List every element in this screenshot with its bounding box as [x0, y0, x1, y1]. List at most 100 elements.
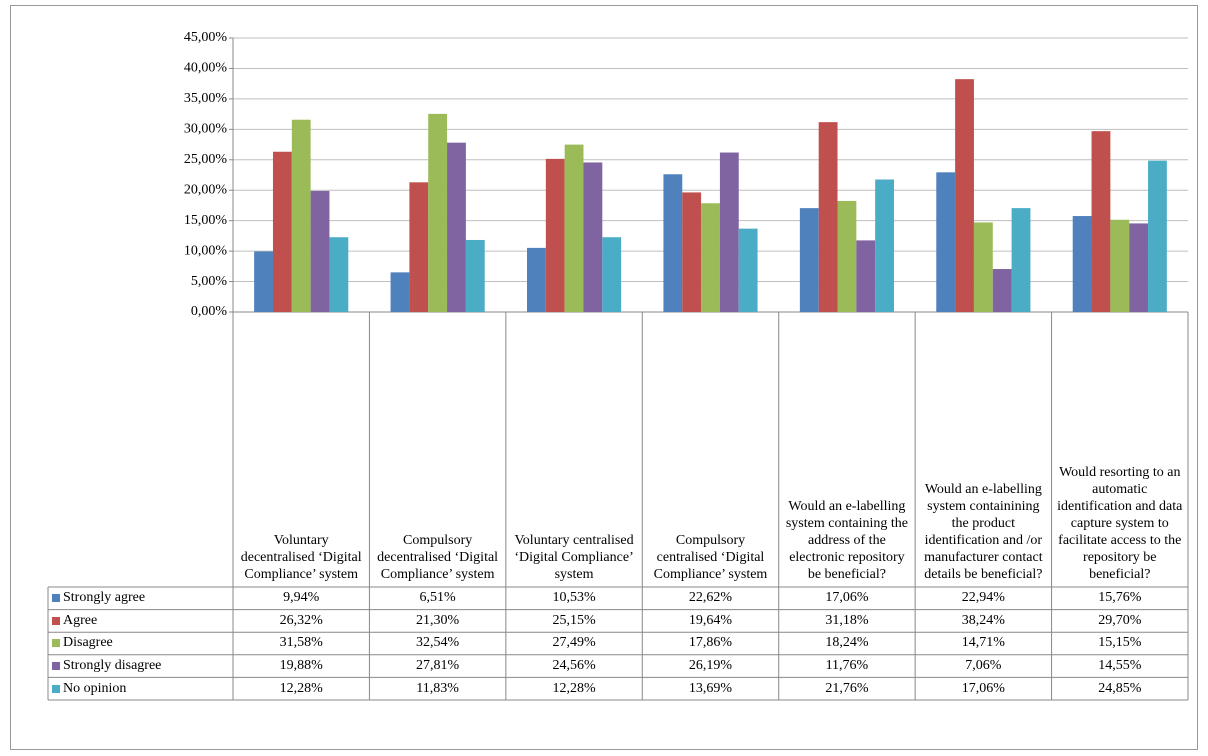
bar	[428, 113, 448, 312]
table-value: 15,15%	[1098, 635, 1142, 651]
category-label: Would resorting to an automatic identifi…	[1057, 465, 1183, 582]
chart-border	[10, 5, 1198, 750]
bar	[1072, 216, 1092, 312]
table-value: 17,86%	[688, 635, 733, 651]
legend-label: No opinion	[63, 680, 127, 696]
table-value: 12,28%	[279, 680, 323, 696]
bar	[329, 237, 349, 312]
y-tick-label: 10,00%	[184, 243, 228, 258]
table-value: 25,15%	[552, 612, 596, 628]
bar	[818, 122, 838, 313]
table-value: 24,85%	[1098, 680, 1142, 696]
table-value: 21,30%	[416, 612, 460, 628]
table-value: 27,49%	[552, 635, 596, 651]
table-value: 13,69%	[688, 680, 733, 696]
legend-entry: No opinion	[48, 677, 233, 700]
bar	[1011, 208, 1031, 312]
table-value: 14,55%	[1098, 658, 1142, 674]
bar	[409, 182, 429, 312]
legend-swatch	[52, 639, 60, 648]
category-label: Voluntary centralised ‘Digital Complianc…	[514, 533, 634, 582]
category-label: Compulsory centralised ‘Digital Complian…	[653, 533, 768, 582]
table-value: 24,56%	[552, 658, 596, 674]
bar	[465, 239, 485, 312]
legend-entry: Strongly disagree	[48, 655, 233, 678]
bar	[310, 190, 330, 312]
bar	[719, 152, 739, 312]
y-tick-label: 5,00%	[191, 274, 228, 289]
legend-entry: Strongly agree	[48, 587, 233, 610]
legend-entry: Agree	[48, 610, 233, 633]
table-value: 26,19%	[688, 658, 733, 674]
table-value: 19,88%	[279, 658, 323, 674]
table-value: 38,24%	[961, 612, 1005, 628]
bar	[1110, 219, 1130, 312]
bar	[663, 174, 683, 312]
table-value: 11,83%	[416, 680, 459, 696]
bar	[602, 237, 622, 312]
y-tick-label: 45,00%	[184, 30, 228, 45]
table-value: 19,64%	[688, 612, 733, 628]
table-value: 22,62%	[688, 590, 733, 606]
bar	[992, 269, 1012, 312]
bar	[1129, 223, 1149, 312]
category-label: Would an e-labelling system containing t…	[785, 499, 908, 582]
bar	[1148, 160, 1167, 312]
bar	[390, 272, 410, 312]
bar	[527, 247, 546, 312]
table-value: 17,06%	[825, 590, 869, 606]
bar	[583, 162, 603, 312]
bar	[254, 251, 273, 312]
y-tick-label: 20,00%	[184, 182, 228, 197]
table-value: 14,71%	[961, 635, 1005, 651]
legend-swatch	[52, 616, 60, 625]
bar	[738, 228, 758, 312]
table-value: 6,51%	[419, 590, 456, 606]
table-value: 21,76%	[825, 680, 869, 696]
bar	[1091, 131, 1111, 312]
category-label: Voluntary decentralised ‘Digital Complia…	[240, 533, 362, 582]
bar	[955, 79, 974, 312]
legend-label: Strongly disagree	[63, 658, 162, 674]
legend-label: Strongly agree	[63, 590, 146, 606]
bar	[936, 172, 956, 312]
legend-swatch	[52, 684, 60, 693]
legend-label: Agree	[63, 612, 98, 628]
legend-entry: Disagree	[48, 632, 233, 655]
table-value: 12,28%	[552, 680, 596, 696]
y-tick-label: 35,00%	[184, 91, 228, 106]
y-tick-label: 30,00%	[184, 122, 228, 137]
bar	[564, 144, 584, 312]
bar	[973, 222, 993, 312]
table-value: 9,94%	[283, 590, 320, 606]
table-value: 27,81%	[416, 658, 460, 674]
table-value: 18,24%	[825, 635, 869, 651]
table-value: 22,94%	[961, 590, 1005, 606]
legend-label: Disagree	[63, 635, 113, 651]
table-value: 31,58%	[279, 635, 323, 651]
bar	[837, 200, 857, 312]
bar	[856, 240, 876, 312]
bar	[447, 142, 466, 312]
bar	[272, 151, 292, 312]
bar	[701, 203, 720, 312]
table-value: 10,53%	[552, 590, 596, 606]
bar	[682, 192, 702, 312]
bar	[291, 119, 311, 312]
category-label: Compulsory decentralised ‘Digital Compli…	[377, 533, 499, 582]
table-value: 17,06%	[961, 680, 1005, 696]
y-tick-label: 15,00%	[184, 213, 228, 228]
legend-swatch	[52, 594, 60, 603]
table-value: 32,54%	[416, 635, 460, 651]
category-label: Would an e-labelling system containining…	[924, 482, 1043, 582]
bar	[545, 158, 565, 312]
table-value: 11,76%	[825, 658, 869, 674]
y-tick-label: 25,00%	[184, 152, 228, 167]
y-tick-label: 0,00%	[191, 304, 228, 319]
legend-swatch	[52, 662, 60, 671]
table-value: 26,32%	[279, 612, 323, 628]
table-value: 31,18%	[825, 612, 869, 628]
bar	[875, 179, 894, 312]
table-value: 15,76%	[1098, 590, 1142, 606]
